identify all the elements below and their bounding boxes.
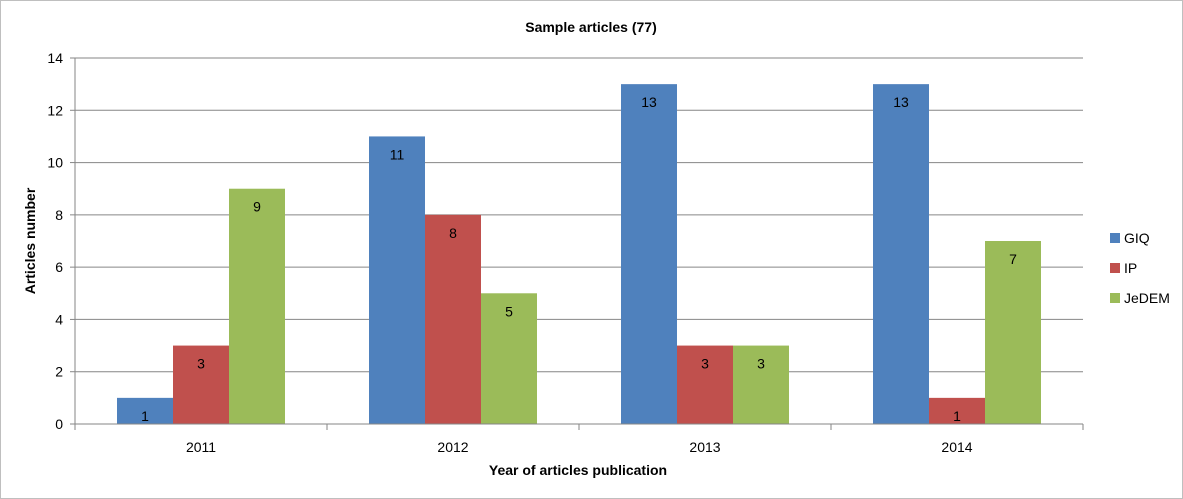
x-tick-label-2014: 2014 (941, 439, 972, 455)
x-tick-label-2013: 2013 (689, 439, 720, 455)
legend-swatch-jedem (1110, 293, 1120, 303)
data-label-jedem-2013: 3 (757, 356, 765, 372)
bar-ip-2014 (929, 397, 985, 424)
legend-label-ip: IP (1124, 260, 1137, 276)
data-label-ip-2013: 3 (701, 356, 709, 372)
bar-giq-2013 (621, 84, 677, 425)
data-label-giq-2011: 1 (141, 408, 149, 424)
x-tick-labels: 2011 2012 2013 2014 (186, 439, 973, 455)
y-tick-label: 0 (55, 416, 63, 432)
x-tick-label-2012: 2012 (437, 439, 468, 455)
y-tick-labels: 0 2 4 6 8 10 12 14 (47, 50, 63, 432)
bar-ip-2013 (677, 345, 733, 424)
bar-jedem-2013 (733, 345, 789, 424)
legend-label-jedem: JeDEM (1124, 290, 1170, 306)
y-tick-label: 2 (55, 364, 63, 380)
bar-ip-2012 (425, 214, 481, 424)
y-tick-label: 14 (47, 50, 63, 66)
data-label-jedem-2014: 7 (1009, 251, 1017, 267)
y-axis-title: Articles number (22, 187, 38, 294)
legend-swatch-giq (1110, 233, 1120, 243)
bar-ip-2011 (173, 345, 229, 424)
data-label-giq-2013: 13 (641, 94, 657, 110)
bars (117, 84, 1041, 425)
chart-title: Sample articles (77) (525, 19, 657, 35)
data-label-jedem-2011: 9 (253, 199, 261, 215)
bar-jedem-2014 (985, 241, 1041, 424)
axes (74, 58, 1084, 430)
data-label-ip-2014: 1 (953, 408, 961, 424)
legend-swatch-ip (1110, 263, 1120, 273)
data-label-jedem-2012: 5 (505, 303, 513, 319)
y-tick-label: 4 (55, 311, 63, 327)
bar-giq-2014 (873, 84, 929, 425)
data-label-ip-2011: 3 (197, 356, 205, 372)
x-axis-title: Year of articles publication (489, 462, 667, 478)
legend: GIQ IP JeDEM (1110, 230, 1170, 306)
bar-giq-2012 (369, 136, 425, 424)
y-tick-label: 6 (55, 259, 63, 275)
bar-giq-2011 (117, 397, 173, 424)
data-label-giq-2012: 11 (390, 146, 405, 162)
bar-jedem-2012 (481, 293, 537, 424)
y-tick-label: 8 (55, 207, 63, 223)
y-tick-label: 12 (47, 102, 63, 118)
bar-jedem-2011 (229, 188, 285, 424)
data-label-giq-2014: 13 (893, 94, 909, 110)
legend-label-giq: GIQ (1124, 230, 1150, 246)
x-tick-label-2011: 2011 (186, 439, 216, 455)
y-tick-label: 10 (47, 155, 63, 171)
data-label-ip-2012: 8 (449, 225, 457, 241)
